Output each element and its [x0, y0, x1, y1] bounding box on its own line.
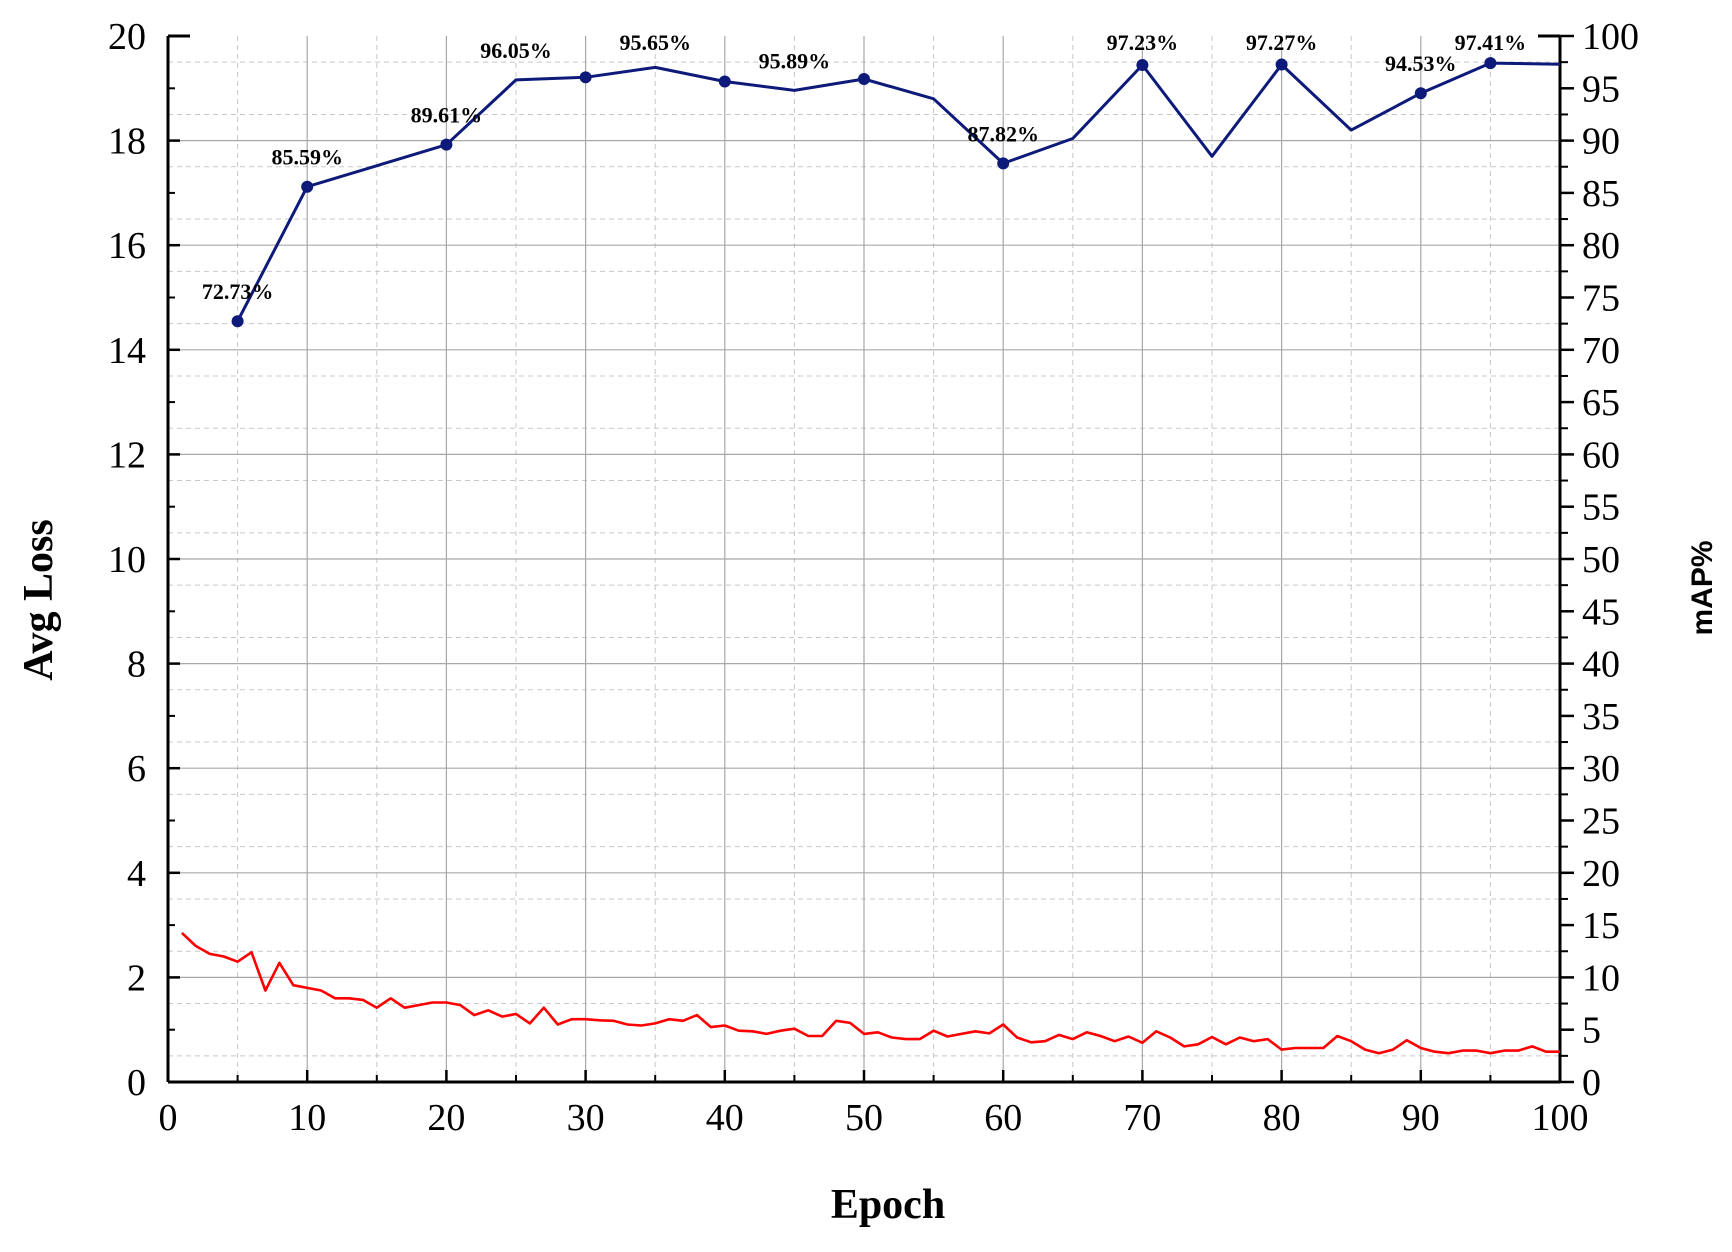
map-data-label: 97.23%	[1107, 30, 1179, 55]
y2-axis-title: mAP%	[1686, 540, 1719, 635]
y2-tick-label: 90	[1582, 121, 1620, 163]
map-data-label: 85.59%	[271, 145, 343, 170]
y2-tick-label: 30	[1582, 748, 1620, 790]
y-tick-label: 2	[127, 957, 146, 999]
x-tick-label: 30	[567, 1097, 605, 1139]
map-data-point	[579, 71, 592, 84]
x-axis-title: Epoch	[831, 1182, 945, 1228]
map-data-label: 95.65%	[619, 30, 691, 55]
y2-tick-label: 50	[1582, 539, 1620, 581]
y-tick-label: 18	[108, 121, 146, 163]
y2-tick-label: 40	[1582, 644, 1620, 686]
map-data-point	[718, 75, 731, 88]
map-data-label: 94.53%	[1385, 51, 1457, 76]
map-data-point	[858, 72, 870, 85]
x-tick-label: 10	[288, 1097, 326, 1139]
y2-tick-label: 85	[1582, 173, 1620, 215]
x-tick-label: 0	[159, 1097, 178, 1139]
map-data-label: 97.27%	[1246, 30, 1318, 55]
series	[181, 57, 1561, 1055]
y2-tick-label: 75	[1582, 278, 1620, 320]
y2-tick-label: 80	[1582, 225, 1620, 267]
x-tick-label: 100	[1532, 1097, 1589, 1139]
y-tick-label: 10	[108, 539, 146, 581]
data-labels: 72.73% 85.59% 89.61% 96.05% 95.65% 95.89% 87.8…	[202, 30, 1526, 304]
y2-tick-label: 70	[1582, 330, 1620, 372]
y2-tick-label: 15	[1582, 905, 1620, 947]
x-tick-label: 20	[427, 1097, 465, 1139]
y2-tick-label: 55	[1582, 487, 1620, 529]
y-tick-label: 0	[127, 1062, 146, 1104]
y2-tick-label: 20	[1582, 853, 1620, 895]
y-tick-label: 16	[108, 225, 146, 267]
x-tick-label: 60	[984, 1097, 1022, 1139]
y-tick-label: 6	[127, 748, 146, 790]
map-data-label: 95.89%	[759, 48, 831, 73]
map-series-line	[236, 61, 1561, 322]
y2-tick-label: 5	[1582, 1010, 1601, 1052]
x-tick-label: 50	[845, 1097, 883, 1139]
y-tick-label: 12	[108, 434, 146, 476]
y2-tick-label: 45	[1582, 591, 1620, 633]
y-tick-label: 14	[108, 330, 146, 372]
y-tick-label: 4	[127, 853, 146, 895]
ticks: 0 10 20 30 40 50 60 70 80 90 100024681012141618200…	[108, 16, 1639, 1139]
y-tick-label: 8	[127, 644, 146, 686]
map-data-label: 72.73%	[202, 279, 274, 304]
map-data-point	[1484, 57, 1497, 70]
x-tick-label: 70	[1123, 1097, 1161, 1139]
map-data-point	[440, 138, 453, 151]
map-data-label: 96.05%	[480, 38, 552, 63]
x-tick-label: 40	[706, 1097, 744, 1139]
grid	[168, 36, 1560, 1082]
map-data-label: 87.82%	[967, 121, 1039, 146]
map-data-point	[997, 157, 1010, 170]
y2-tick-label: 65	[1582, 382, 1620, 424]
y2-tick-label: 0	[1582, 1062, 1601, 1104]
map-data-point	[1136, 58, 1149, 71]
map-data-point	[301, 180, 314, 193]
map-data-point	[1275, 58, 1288, 71]
y2-tick-label: 25	[1582, 801, 1620, 843]
loss-series-line	[181, 931, 1560, 1055]
y2-tick-label: 100	[1582, 16, 1639, 58]
y2-tick-label: 35	[1582, 696, 1620, 738]
y2-tick-label: 60	[1582, 434, 1620, 476]
x-tick-label: 80	[1263, 1097, 1301, 1139]
map-data-point	[1414, 87, 1427, 100]
y2-tick-label: 95	[1582, 68, 1620, 110]
y2-tick-label: 10	[1582, 957, 1620, 999]
x-tick-label: 90	[1402, 1097, 1440, 1139]
map-data-label: 97.41%	[1455, 30, 1527, 55]
y-axis-title: Avg Loss	[16, 519, 62, 680]
y-tick-label: 20	[108, 16, 146, 58]
map-data-point	[231, 315, 244, 328]
map-data-label: 89.61%	[411, 103, 483, 128]
